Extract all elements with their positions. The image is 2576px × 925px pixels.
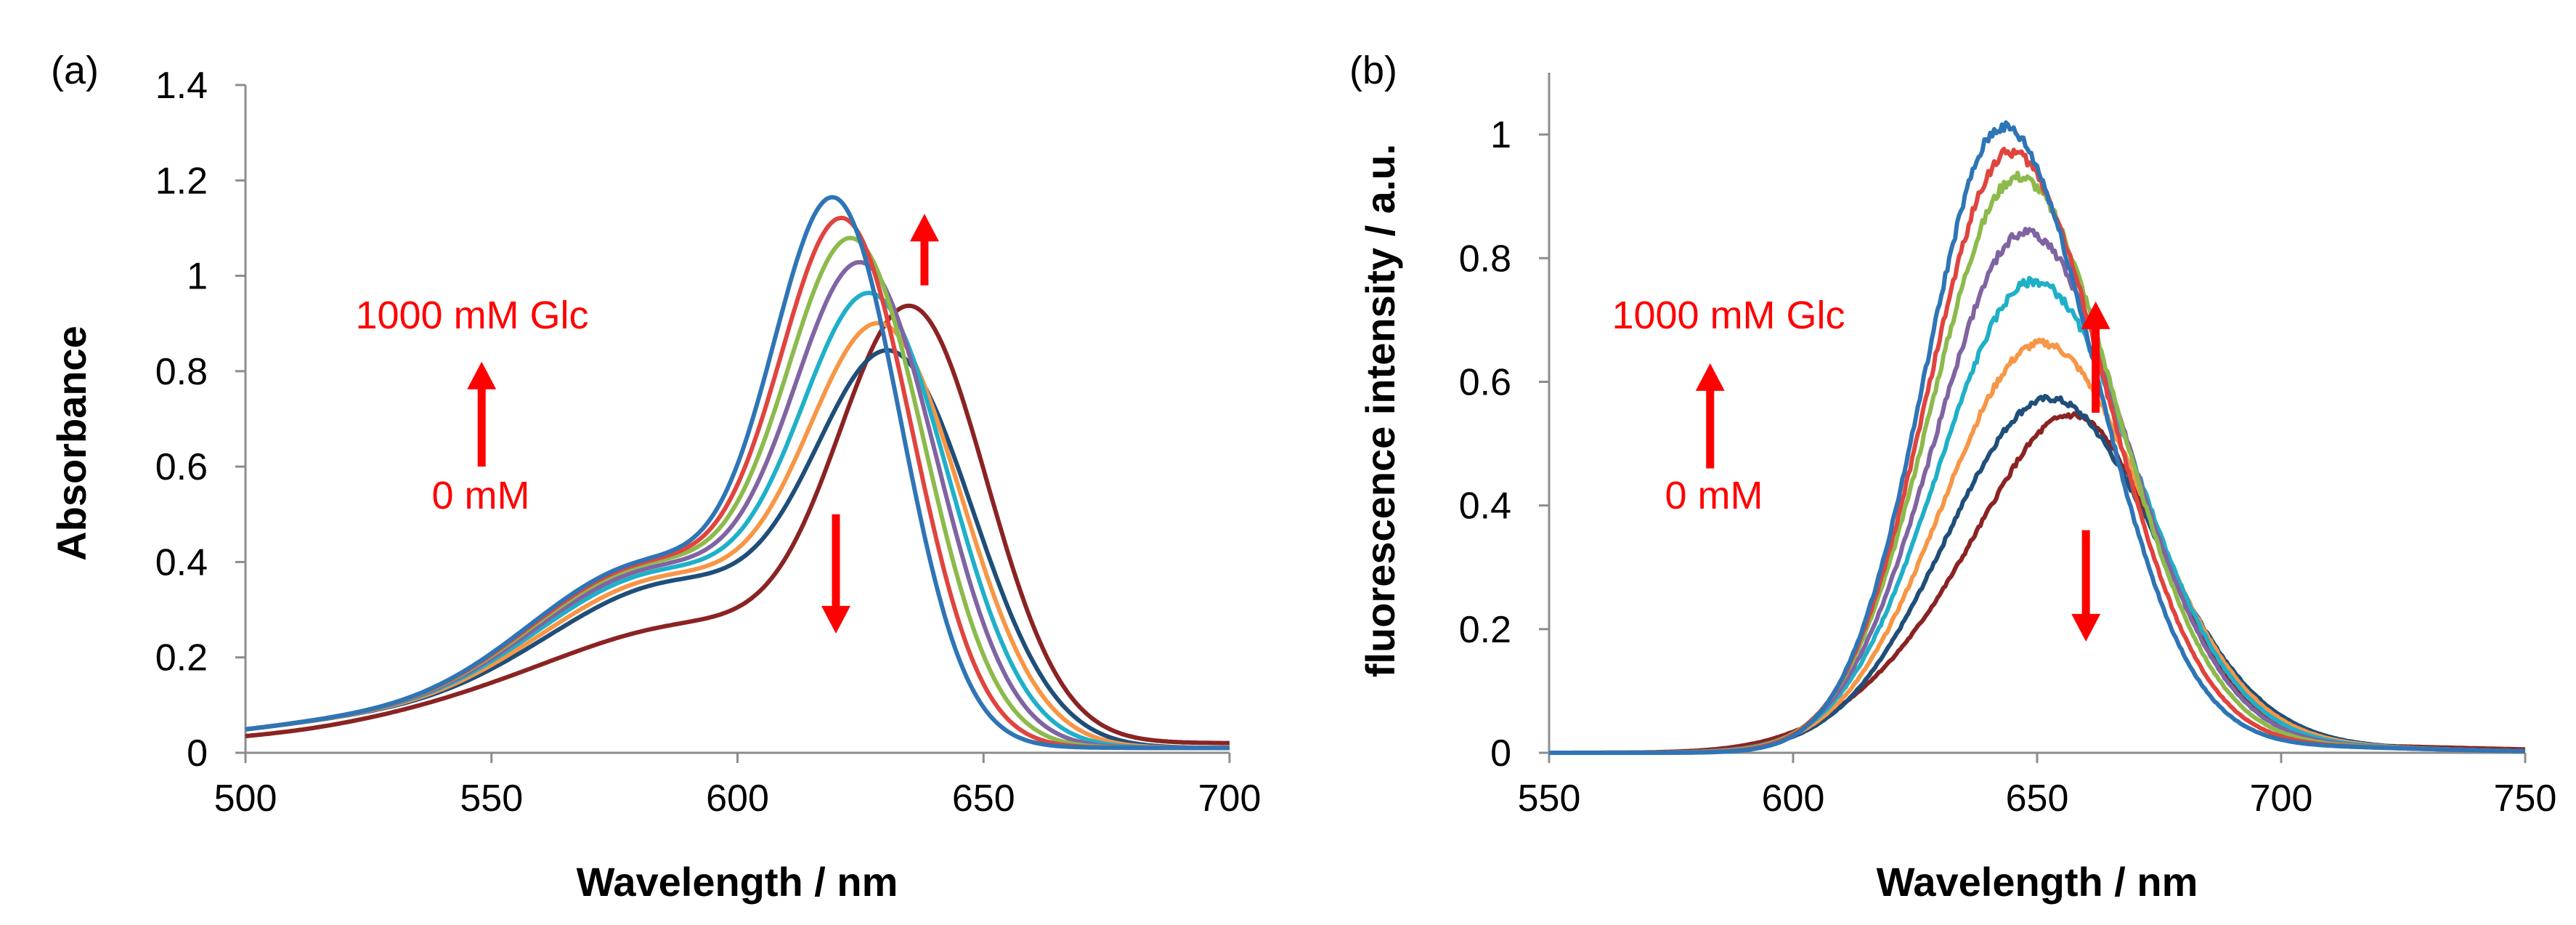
fluorescence-y-tick-label: 0.8 [1459,238,1511,280]
fluorescence-y-tick-label: 0.2 [1459,609,1511,651]
panel-label-a: (a) [51,49,99,92]
absorbance-y-tick-label: 0.6 [155,446,208,488]
fluorescence-annotation-arrow [2081,301,2110,413]
absorbance-x-tick-label: 700 [1198,777,1261,820]
fluorescence-series-line-0-mm [1548,411,2526,755]
fluorescence-x-tick-label: 550 [1518,777,1581,820]
absorbance-x-tick-label: 650 [952,777,1015,820]
fluorescence-y-tick-label: 1 [1490,114,1511,156]
absorbance-y-tick-label: 0.4 [155,541,208,583]
absorbance-annotation-arrow [821,514,850,634]
fluorescence-series-line-c3 [1548,170,2526,755]
fluorescence-chart: (b) 550 600 650 700 750 0 0.2 0.4 0.6 0.8 1 Wavel… [1349,49,2556,905]
absorbance-annotation-arrow [467,361,497,467]
absorbance-chart: (a) 500 550 600 650 700 0 0.2 0.4 0.6 0.8 1 1.2 1.4… [49,49,1261,905]
absorbance-annotation-arrows [467,214,939,634]
fluorescence-annotation-top: 1000 mM Glc [1612,294,1845,337]
absorbance-x-tick-label: 600 [706,777,769,820]
absorbance-annotation-bottom: 0 mM [432,474,530,517]
fluorescence-y-tick-label: 0 [1490,732,1511,775]
fluorescence-x-tick-label: 650 [2006,777,2069,820]
fluorescence-x-axis-title: Wavelength / nm [1877,859,2198,905]
absorbance-x-tick-label: 500 [214,777,277,820]
arrow-head [2071,613,2101,642]
absorbance-series [245,195,1230,751]
absorbance-y-tick-label: 1.4 [155,65,208,107]
fluorescence-x-tick-label: 700 [2250,777,2313,820]
arrow-head [1695,363,1725,391]
absorbance-y-tick-label: 1.2 [155,160,208,202]
fluorescence-series-line-c7 [1548,394,2526,755]
absorbance-y-ticks: 0 0.2 0.4 0.6 0.8 1 1.2 1.4 [155,65,245,775]
absorbance-annotation-arrow [909,214,939,286]
fluorescence-annotation-arrow [2071,530,2101,642]
fluorescence-y-tick-label: 0.6 [1459,361,1511,403]
absorbance-x-ticks: 500 550 600 650 700 [214,753,1261,820]
absorbance-y-tick-label: 0 [187,732,208,775]
fluorescence-y-tick-label: 0.4 [1459,485,1511,528]
arrow-head [909,214,939,242]
fluorescence-y-ticks: 0 0.2 0.4 0.6 0.8 1 [1459,114,1549,775]
absorbance-x-tick-label: 550 [460,777,523,820]
absorbance-y-tick-label: 0.8 [155,351,208,393]
fluorescence-annotation-arrows [1695,301,2110,642]
arrow-head [2081,301,2110,329]
fluorescence-series-line-1000-mm [1548,120,2526,755]
fluorescence-x-tick-label: 750 [2494,777,2557,820]
arrow-head [821,605,850,634]
absorbance-y-axis-title: Absorbance [49,326,94,561]
fluorescence-annotation-arrow [1695,363,1725,469]
fluorescence-x-ticks: 550 600 650 700 750 [1518,753,2557,820]
panel-label-b: (b) [1349,49,1397,92]
fluorescence-series [1548,120,2526,755]
absorbance-annotation-top: 1000 mM Glc [355,294,588,337]
absorbance-y-tick-label: 1 [187,256,208,298]
fluorescence-annotation-bottom: 0 mM [1665,474,1763,517]
absorbance-y-tick-label: 0.2 [155,637,208,679]
absorbance-series-line-1000-mm [245,195,1230,751]
absorbance-series-line-0-mm [245,303,1230,746]
absorbance-x-axis-title: Wavelength / nm [577,859,898,905]
absorbance-axes [244,85,1230,754]
fluorescence-y-axis-title: fluorescence intensity / a.u. [1357,144,1403,677]
arrow-head [467,361,497,389]
fluorescence-x-tick-label: 600 [1762,777,1825,820]
